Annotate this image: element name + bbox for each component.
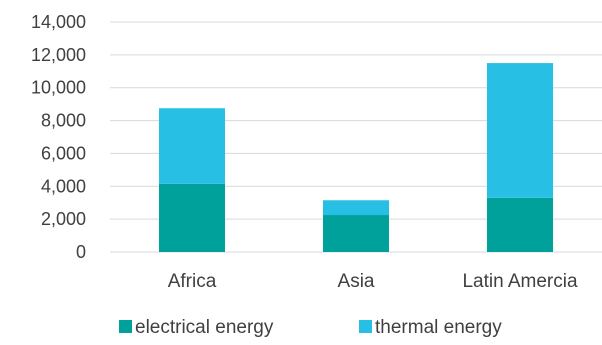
y-tick-label: 8,000 (41, 111, 86, 131)
legend: electrical energy thermal energy (119, 317, 502, 338)
y-tick-label: 0 (76, 242, 86, 262)
x-axis: Africa Asia Latin Amercia (168, 271, 578, 292)
x-category-label: Africa (168, 271, 217, 292)
bar-thermal-energy-asia (323, 200, 389, 216)
y-tick-label: 4,000 (41, 176, 86, 196)
legend-swatch (359, 320, 372, 333)
y-axis: 0 2,000 4,000 6,000 8,000 10,000 12,000 14,000 (31, 12, 86, 262)
bar-electrical-energy-asia (323, 215, 389, 252)
legend-label: electrical energy (135, 317, 274, 338)
y-tick-label: 12,000 (31, 45, 86, 65)
bars (159, 63, 553, 252)
y-tick-label: 6,000 (41, 143, 86, 163)
y-tick-label: 10,000 (31, 78, 86, 98)
bar-thermal-energy-africa (159, 108, 225, 184)
legend-label: thermal energy (375, 317, 502, 338)
y-tick-label: 2,000 (41, 209, 86, 229)
y-tick-label: 14,000 (31, 12, 86, 32)
bar-electrical-energy-latin-amercia (487, 197, 553, 252)
legend-swatch (119, 320, 132, 333)
x-category-label: Latin Amercia (462, 271, 578, 292)
bar-thermal-energy-latin-amercia (487, 63, 553, 198)
bar-electrical-energy-africa (159, 183, 225, 252)
x-category-label: Asia (338, 271, 375, 292)
